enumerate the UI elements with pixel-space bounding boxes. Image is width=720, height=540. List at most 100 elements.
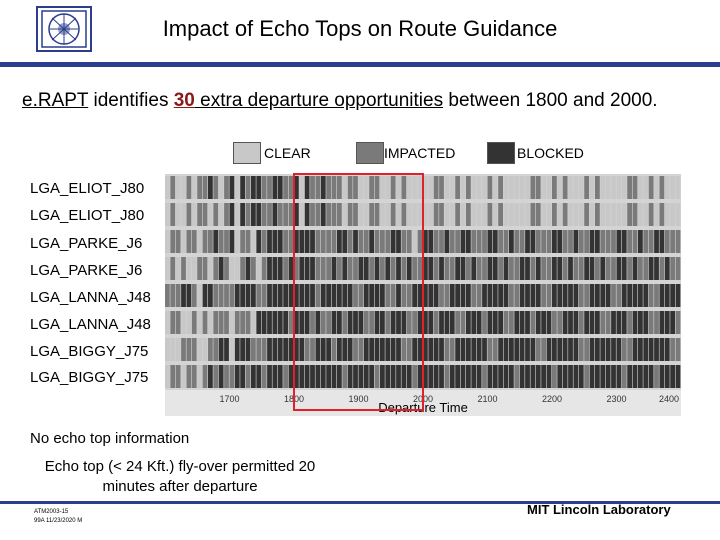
state-cell: [546, 365, 552, 388]
state-cell: [417, 338, 423, 361]
state-cell: [428, 284, 434, 307]
state-cell: [428, 257, 434, 280]
state-cell: [412, 230, 418, 253]
state-cell: [460, 203, 466, 226]
state-cell: [390, 257, 396, 280]
state-cell: [224, 311, 229, 334]
state-cell: [245, 338, 251, 361]
state-cell: [595, 338, 600, 361]
state-cell: [267, 203, 272, 226]
state-cell: [568, 365, 573, 388]
state-cell: [530, 176, 536, 199]
state-cell: [675, 203, 681, 226]
state-cell: [423, 176, 428, 199]
subtitle-phrase: extra departure opportunities: [194, 90, 444, 111]
state-cell: [675, 365, 681, 388]
state-cell: [202, 230, 208, 253]
state-cell: [342, 365, 348, 388]
state-cell: [417, 365, 423, 388]
state-cell: [358, 176, 364, 199]
state-cell: [498, 338, 504, 361]
state-cell: [240, 203, 246, 226]
state-cell: [224, 338, 229, 361]
x-tick-label: 2100: [477, 394, 497, 404]
state-cell: [369, 203, 375, 226]
state-cell: [234, 257, 240, 280]
state-cell: [363, 311, 369, 334]
state-cell: [509, 230, 514, 253]
state-cell: [288, 284, 294, 307]
state-cell: [428, 203, 434, 226]
state-cell: [552, 365, 557, 388]
state-cell: [272, 365, 278, 388]
state-cell: [288, 338, 294, 361]
state-cell: [337, 365, 342, 388]
state-cell: [170, 230, 176, 253]
state-cell: [444, 311, 450, 334]
state-cell: [380, 230, 385, 253]
state-cell: [320, 338, 326, 361]
state-cell: [213, 230, 219, 253]
state-cell: [514, 230, 520, 253]
state-cell: [643, 284, 649, 307]
state-cell: [509, 176, 514, 199]
x-tick-label: 2400: [659, 394, 679, 404]
state-cell: [675, 257, 681, 280]
state-cell: [191, 176, 197, 199]
state-cell: [165, 230, 170, 253]
state-cell: [272, 257, 278, 280]
state-cell: [304, 203, 310, 226]
state-cell: [530, 338, 536, 361]
state-cell: [455, 365, 461, 388]
state-cell: [654, 311, 659, 334]
state-cell: [390, 176, 396, 199]
state-cell: [433, 257, 439, 280]
state-cell: [390, 365, 396, 388]
state-cell: [213, 338, 219, 361]
state-cell: [369, 365, 375, 388]
state-cell: [170, 176, 176, 199]
state-cell: [406, 203, 412, 226]
state-cell: [417, 284, 423, 307]
state-cell: [568, 338, 573, 361]
state-cell: [353, 365, 358, 388]
state-cell: [337, 230, 342, 253]
x-tick-label: 1700: [219, 394, 239, 404]
state-cell: [449, 365, 455, 388]
x-tick-label: 1900: [348, 394, 368, 404]
state-cell: [208, 230, 213, 253]
state-cell: [369, 230, 375, 253]
state-cell: [326, 311, 332, 334]
state-cell: [380, 284, 385, 307]
state-cell: [514, 338, 520, 361]
state-cell: [541, 338, 547, 361]
state-cell: [358, 203, 364, 226]
state-cell: [433, 311, 439, 334]
state-cell: [315, 311, 321, 334]
state-cell: [310, 284, 315, 307]
state-cell: [191, 284, 197, 307]
state-cell: [229, 230, 235, 253]
state-cell: [331, 203, 337, 226]
state-cell: [455, 311, 461, 334]
state-cell: [299, 311, 305, 334]
state-cell: [353, 311, 358, 334]
state-cell: [331, 338, 337, 361]
state-cell: [600, 338, 606, 361]
state-cell: [304, 176, 310, 199]
state-cell: [557, 338, 563, 361]
state-cell: [213, 311, 219, 334]
state-cell: [240, 284, 246, 307]
state-cell: [202, 338, 208, 361]
state-cell: [595, 311, 600, 334]
state-cell: [578, 257, 584, 280]
state-cell: [552, 257, 557, 280]
state-cell: [181, 176, 186, 199]
state-cell: [337, 338, 342, 361]
state-cell: [600, 311, 606, 334]
state-cell: [234, 365, 240, 388]
state-cell: [299, 176, 305, 199]
state-cell: [541, 284, 547, 307]
state-cell: [659, 338, 665, 361]
state-cell: [406, 338, 412, 361]
